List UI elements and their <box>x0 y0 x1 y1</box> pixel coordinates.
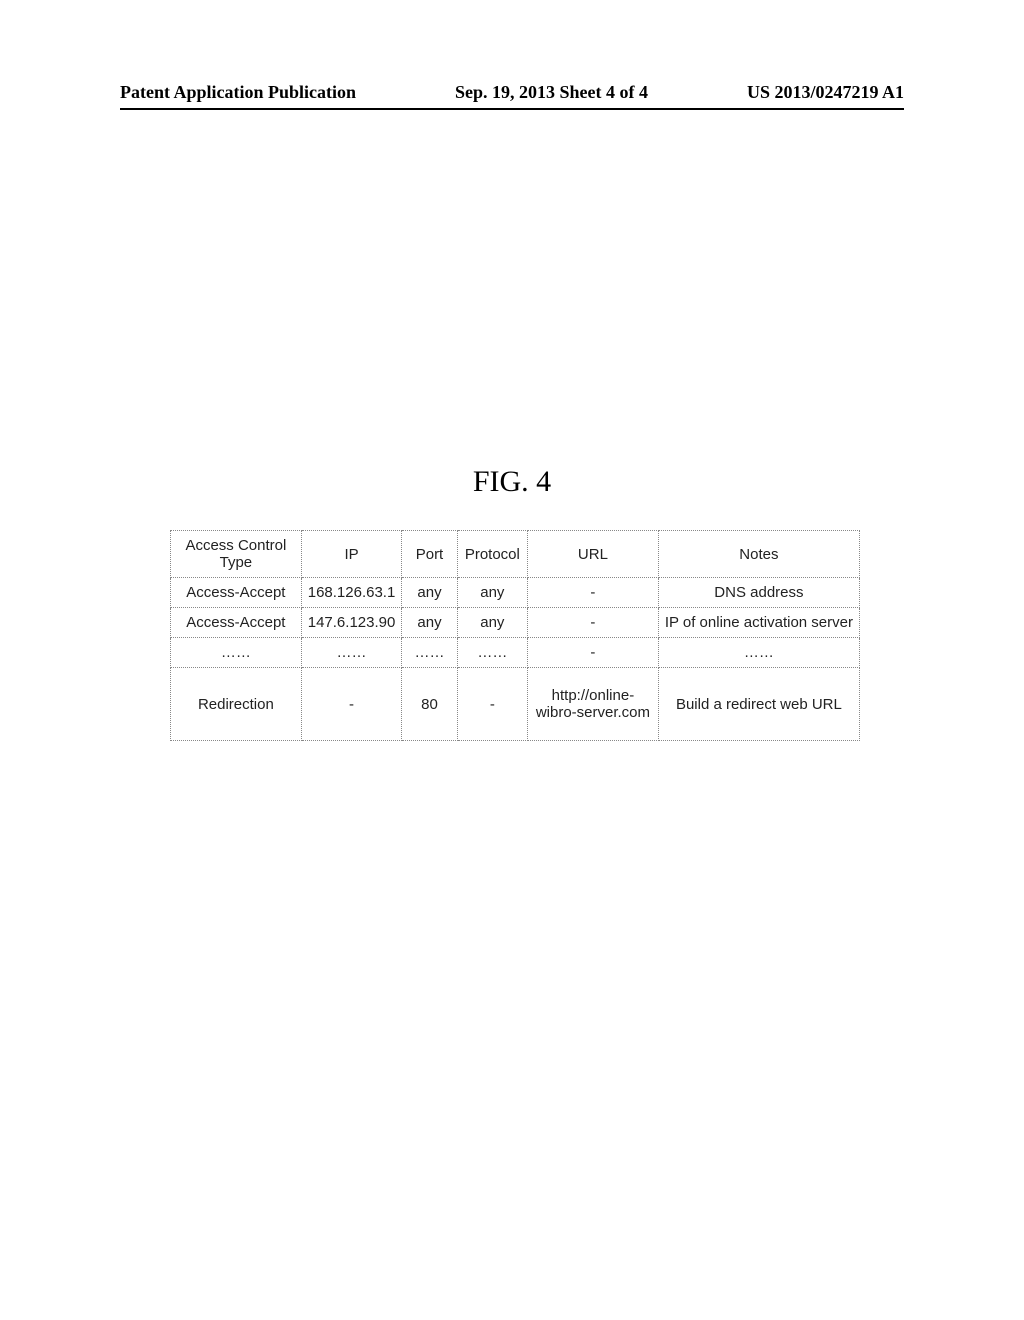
cell-ip: 147.6.123.90 <box>301 608 402 638</box>
cell-port: 80 <box>402 668 457 741</box>
figure-caption: FIG. 4 <box>0 465 1024 499</box>
col-header-url: URL <box>528 531 659 578</box>
header-application-number: US 2013/0247219 A1 <box>747 82 904 103</box>
table-row: …… …… …… …… - …… <box>171 638 860 668</box>
cell-protocol: any <box>457 578 527 608</box>
acl-table-container: Access Control Type IP Port Protocol URL… <box>170 530 860 741</box>
cell-url: - <box>528 608 659 638</box>
cell-url: - <box>528 638 659 668</box>
cell-port: any <box>402 608 457 638</box>
cell-ip: …… <box>301 638 402 668</box>
col-header-type: Access Control Type <box>171 531 302 578</box>
cell-url: http://online-wibro-server.com <box>528 668 659 741</box>
col-header-protocol: Protocol <box>457 531 527 578</box>
cell-protocol: …… <box>457 638 527 668</box>
acl-table: Access Control Type IP Port Protocol URL… <box>170 530 860 741</box>
cell-url: - <box>528 578 659 608</box>
table-row: Access-Accept 147.6.123.90 any any - IP … <box>171 608 860 638</box>
cell-notes: …… <box>658 638 859 668</box>
col-header-ip: IP <box>301 531 402 578</box>
cell-port: any <box>402 578 457 608</box>
cell-ip: - <box>301 668 402 741</box>
header-publication: Patent Application Publication <box>120 82 356 103</box>
page-header: Patent Application Publication Sep. 19, … <box>120 82 904 103</box>
cell-protocol: any <box>457 608 527 638</box>
table-row: Redirection - 80 - http://online-wibro-s… <box>171 668 860 741</box>
col-header-port: Port <box>402 531 457 578</box>
header-date-sheet: Sep. 19, 2013 Sheet 4 of 4 <box>455 82 648 103</box>
cell-notes: Build a redirect web URL <box>658 668 859 741</box>
header-rule <box>120 108 904 110</box>
cell-type: Access-Accept <box>171 608 302 638</box>
cell-notes: DNS address <box>658 578 859 608</box>
table-row: Access-Accept 168.126.63.1 any any - DNS… <box>171 578 860 608</box>
cell-type: …… <box>171 638 302 668</box>
table-header-row: Access Control Type IP Port Protocol URL… <box>171 531 860 578</box>
col-header-notes: Notes <box>658 531 859 578</box>
cell-protocol: - <box>457 668 527 741</box>
cell-type: Redirection <box>171 668 302 741</box>
cell-notes: IP of online activation server <box>658 608 859 638</box>
cell-port: …… <box>402 638 457 668</box>
cell-type: Access-Accept <box>171 578 302 608</box>
cell-ip: 168.126.63.1 <box>301 578 402 608</box>
